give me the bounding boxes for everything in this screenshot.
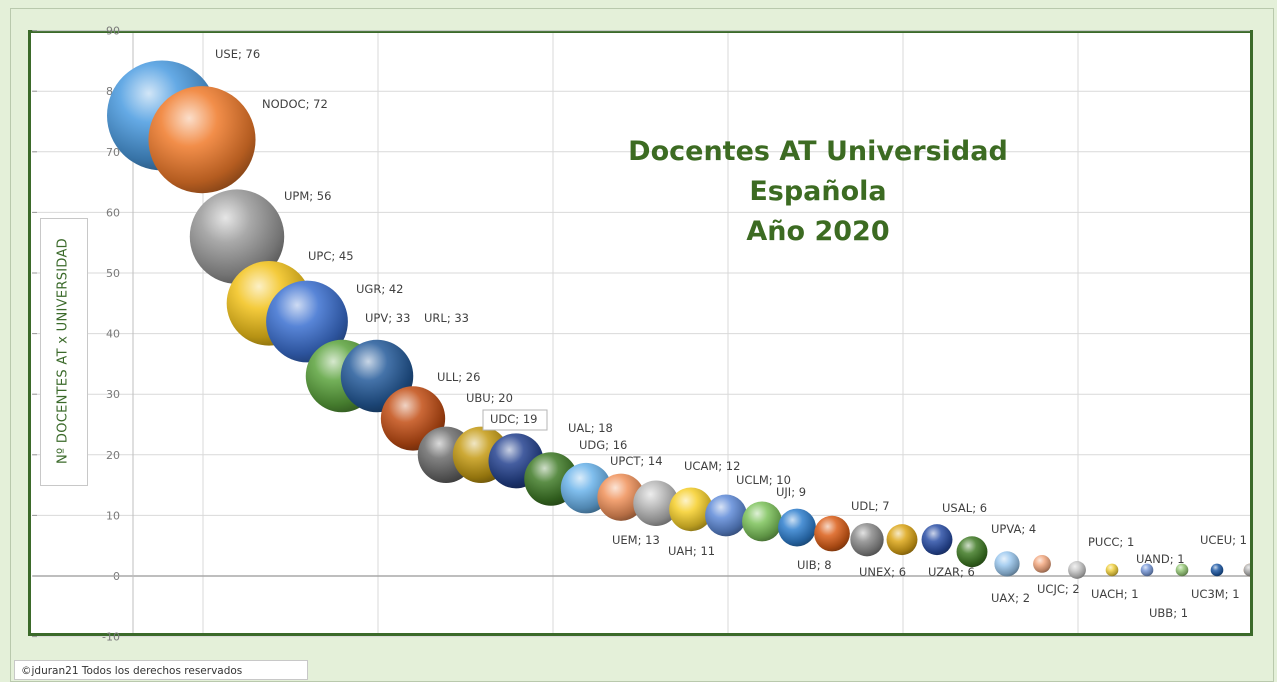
bubble-udl <box>850 522 884 557</box>
chart-title: Docentes AT Universidad Española <box>628 136 1008 207</box>
bubble-pucc <box>1105 563 1119 577</box>
y-tick-label-7: 60 <box>106 206 120 219</box>
bubble-uem <box>633 480 679 527</box>
bubble-upva <box>994 551 1020 577</box>
data-label-uax: UAX; 2 <box>991 591 1030 605</box>
data-label-pucc: PUCC; 1 <box>1088 535 1134 549</box>
data-label-box-udc <box>482 409 548 431</box>
bubble-ucjc <box>1068 561 1086 579</box>
data-label-upct: UPCT; 14 <box>610 454 663 468</box>
bubble-uib <box>814 515 850 552</box>
data-label-uji: UJI; 9 <box>776 485 806 499</box>
bubble-uzar <box>956 536 988 568</box>
data-label-uem: UEM; 13 <box>612 533 660 547</box>
data-label-ull: ULL; 26 <box>437 370 480 384</box>
data-label-usal: USAL; 6 <box>942 501 987 515</box>
data-label-uc3m: UC3M; 1 <box>1191 587 1240 601</box>
bubble-uji <box>778 508 816 547</box>
data-label-udl: UDL; 7 <box>851 499 890 513</box>
y-tick-label-6: 50 <box>106 267 120 280</box>
y-tick-label-10: 90 <box>106 25 120 38</box>
data-label-udc: UDC; 19 <box>490 412 537 426</box>
bubble-uceu <box>1243 563 1250 577</box>
chart-title-block: Docentes AT Universidad Española Año 202… <box>573 132 1063 252</box>
bubble-ubb <box>1210 563 1224 577</box>
y-axis-label-box <box>40 218 88 486</box>
bubble-unex <box>886 524 918 556</box>
copyright-note: ©jduran21 Todos los derechos reservados <box>14 660 308 680</box>
bubble-ugr <box>266 280 348 363</box>
y-tick-label-8: 70 <box>106 146 120 159</box>
y-tick-label-0: -10 <box>102 631 120 644</box>
bubble-upm <box>189 189 285 284</box>
y-tick-label-4: 30 <box>106 388 120 401</box>
data-label-ual: UAL; 18 <box>568 421 613 435</box>
data-label-uand: UAND; 1 <box>1136 552 1185 566</box>
y-tick-label-5: 40 <box>106 328 120 341</box>
data-label-unex: UNEX; 6 <box>859 565 906 579</box>
bubble-uax <box>1033 554 1051 573</box>
bubble-ucam <box>669 487 713 532</box>
data-label-uib: UIB; 8 <box>797 558 832 572</box>
data-label-uah: UAH; 11 <box>668 544 715 558</box>
data-label-upv: UPV; 33 <box>365 311 410 325</box>
bubble-uclm <box>742 501 782 542</box>
data-label-udg: UDG; 16 <box>579 438 627 452</box>
data-label-upva: UPVA; 4 <box>991 522 1036 536</box>
data-label-uceu: UCEU; 1 <box>1200 533 1247 547</box>
data-label-ucam: UCAM; 12 <box>684 459 740 473</box>
chart-subtitle: Año 2020 <box>746 216 890 247</box>
y-axis-label: Nº DOCENTES AT x UNIVERSIDAD <box>55 238 71 464</box>
data-label-uach: UACH; 1 <box>1091 587 1139 601</box>
data-label-upc: UPC; 45 <box>308 249 354 263</box>
bubble-uach <box>1140 563 1154 577</box>
y-tick-label-2: 10 <box>106 509 120 522</box>
bubble-upct <box>597 473 645 521</box>
data-label-nodoc: NODOC; 72 <box>262 97 328 111</box>
data-label-url: URL; 33 <box>424 311 469 325</box>
data-label-uzar: UZAR; 6 <box>928 565 975 579</box>
data-label-use: USE; 76 <box>215 47 260 61</box>
data-label-ucjc: UCJC; 2 <box>1037 582 1080 596</box>
data-label-uclm: UCLM; 10 <box>736 473 791 487</box>
data-label-ubu: UBU; 20 <box>466 391 513 405</box>
bubble-nodoc <box>148 86 256 194</box>
data-label-ugr: UGR; 42 <box>356 282 403 296</box>
bubble-uand <box>1175 563 1189 577</box>
data-label-upm: UPM; 56 <box>284 189 331 203</box>
data-label-ubb: UBB; 1 <box>1149 606 1188 620</box>
bubble-uah <box>705 494 747 537</box>
y-tick-label-3: 20 <box>106 449 120 462</box>
bubble-usal <box>921 524 953 556</box>
